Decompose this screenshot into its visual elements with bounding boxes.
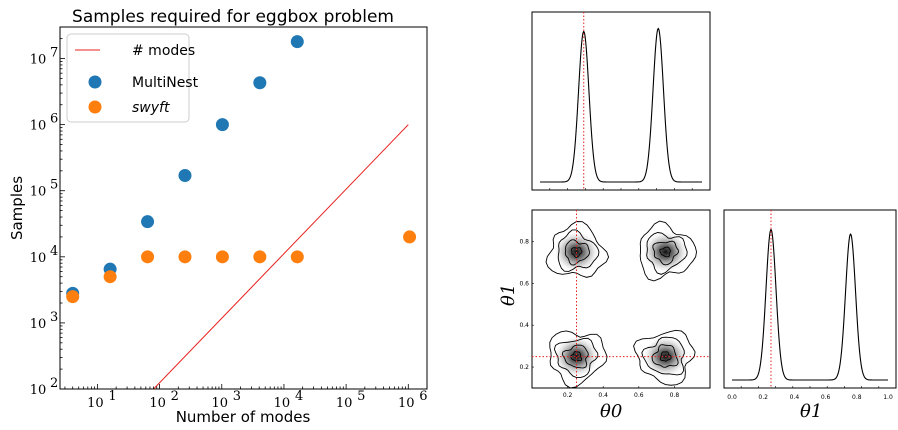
theta1-tick-label: 0.4 — [790, 394, 800, 401]
mode-density — [643, 231, 688, 272]
mode-contour — [646, 232, 688, 275]
marginal-theta1-frame — [723, 209, 897, 389]
x-tick-exponent: 3 — [233, 389, 241, 404]
joint-y-tick-label: 0.4 — [519, 322, 529, 329]
mode-contour — [652, 240, 680, 266]
theta1-tick-label: 0.6 — [821, 394, 831, 401]
y-tick-label: 10 — [30, 53, 47, 68]
x-tick-label: 10 — [336, 396, 353, 411]
mode-contour — [641, 336, 685, 376]
marginal-theta0-curve — [540, 27, 702, 183]
swyft-point — [253, 250, 267, 264]
marginal-theta1-panel — [723, 210, 897, 388]
marginal-theta1-ticks: 0.0 0.2 0.4 0.6 0.8 1.0 — [727, 394, 893, 401]
legend-label-multinest: MultiNest — [132, 75, 199, 91]
swyft-point — [290, 250, 304, 264]
x-tick-label: 10 — [87, 396, 104, 411]
y-tick-exponent: 5 — [50, 178, 58, 193]
marginal-theta0-frame — [531, 11, 711, 191]
joint-x-tick-label: 0.2 — [563, 392, 573, 399]
theta1-tick-label: 0.2 — [758, 394, 768, 401]
samples-chart: Samples required for eggbox problem 10 1 1… — [8, 7, 428, 426]
x-axis-ticks: 10 1 10 2 10 3 10 4 10 5 10 6 — [64, 384, 428, 411]
mode-contour — [639, 220, 697, 282]
mode-density — [554, 231, 599, 272]
joint-frame — [531, 209, 711, 389]
plot-frame — [59, 26, 428, 390]
chart-title: Samples required for eggbox problem — [72, 7, 394, 27]
theta1-tick-label: 1.0 — [883, 394, 893, 401]
y-tick-label: 10 — [30, 185, 47, 200]
mode-contour — [571, 247, 583, 258]
swyft-point — [66, 290, 80, 304]
corner-plot: 0.2 0.4 0.6 0.8 0.2 0.4 0.6 0.8 θ0 θ1 0.0 0.2 0.4… — [498, 11, 897, 422]
joint-y-tick-label: 0.8 — [519, 238, 529, 245]
modes-line — [153, 124, 409, 390]
joint-y-tick-label: 0.2 — [519, 364, 529, 371]
mode-contour — [659, 351, 672, 362]
y-tick-label: 10 — [30, 251, 47, 266]
x-tick-label: 10 — [211, 396, 228, 411]
legend-box — [66, 33, 190, 123]
marginal-theta1-curve — [732, 228, 888, 381]
joint-ticks: 0.2 0.4 0.6 0.8 0.2 0.4 0.6 0.8 — [519, 238, 679, 399]
mode-contour — [561, 344, 589, 369]
legend-swatch-swyft — [88, 100, 102, 114]
y-tick-label: 10 — [30, 119, 47, 134]
marginal-theta1-x-label: θ1 — [800, 401, 822, 422]
theta1-tick-label: 0.0 — [727, 394, 737, 401]
x-tick-label: 10 — [398, 396, 415, 411]
multinest-point — [253, 76, 267, 90]
legend-label-swyft: swyft — [132, 100, 170, 116]
joint-y-tick-label: 0.6 — [519, 280, 529, 287]
swyft-point — [215, 250, 229, 264]
swyft-point — [178, 250, 192, 264]
scatter-points — [66, 35, 417, 304]
mode-density — [554, 336, 599, 377]
swyft-point — [141, 250, 155, 264]
x-tick-exponent: 6 — [419, 389, 427, 404]
x-tick-label: 10 — [274, 396, 291, 411]
x-tick-exponent: 4 — [295, 389, 303, 404]
multinest-point — [178, 168, 192, 182]
x-tick-exponent: 5 — [357, 389, 365, 404]
theta1-tick-label: 0.8 — [852, 394, 862, 401]
swyft-point — [103, 270, 117, 284]
mode-contour — [659, 246, 672, 258]
y-tick-exponent: 4 — [50, 244, 58, 259]
x-tick-exponent: 1 — [108, 389, 116, 404]
x-tick-exponent: 2 — [171, 389, 179, 404]
swyft-point — [403, 230, 417, 244]
joint-x-tick-label: 0.4 — [598, 392, 608, 399]
joint-density — [532, 210, 710, 388]
joint-x-label: θ0 — [600, 401, 622, 422]
mode-contour — [545, 221, 610, 278]
legend-label-modes: # modes — [132, 43, 195, 59]
y-axis-label: Samples — [8, 176, 26, 240]
x-tick-label: 10 — [149, 396, 166, 411]
y-tick-exponent: 2 — [50, 376, 58, 391]
multinest-point — [290, 35, 304, 49]
multinest-point — [215, 118, 229, 132]
mode-contour — [557, 229, 600, 272]
joint-y-label: θ1 — [498, 284, 519, 306]
mode-contour — [564, 239, 590, 266]
marginal-theta0-panel — [531, 12, 711, 190]
legend-swatch-multinest — [88, 75, 102, 89]
legend: # modes MultiNest swyft — [66, 33, 199, 123]
y-tick-exponent: 7 — [50, 46, 58, 61]
y-tick-label: 10 — [30, 383, 47, 398]
multinest-point — [141, 215, 155, 229]
x-axis-label: Number of modes — [176, 408, 311, 426]
joint-x-tick-label: 0.6 — [634, 392, 644, 399]
series-line-modes — [153, 124, 409, 390]
y-tick-exponent: 3 — [50, 310, 58, 325]
mode-contour — [549, 330, 608, 388]
y-tick-exponent: 6 — [50, 112, 58, 127]
y-tick-label: 10 — [30, 317, 47, 332]
joint-x-tick-label: 0.8 — [670, 392, 680, 399]
